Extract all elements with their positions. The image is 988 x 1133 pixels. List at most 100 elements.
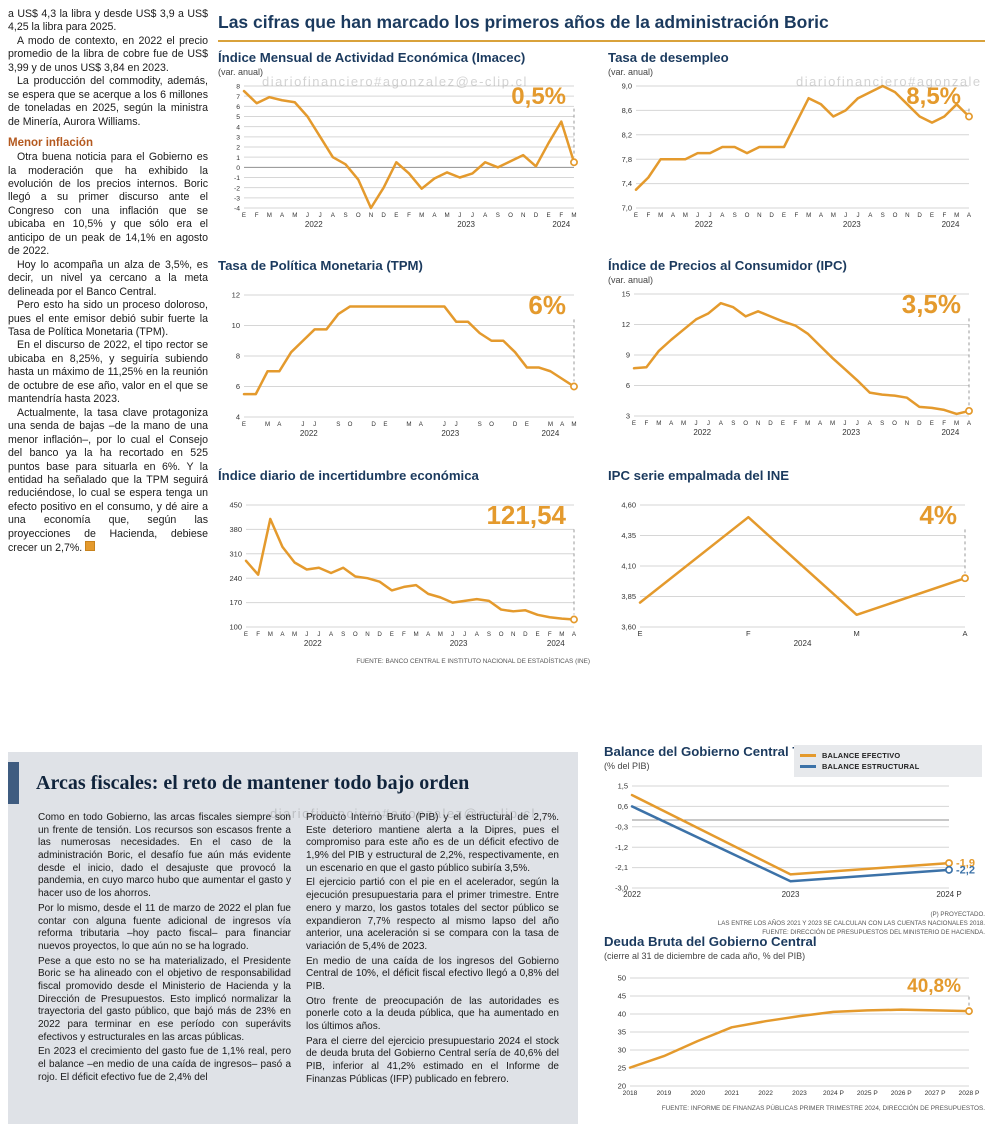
svg-text:F: F xyxy=(256,631,260,638)
svg-text:O: O xyxy=(893,212,898,219)
fiscal-paragraph: Otro frente de preocupación de las autor… xyxy=(306,995,559,1032)
chart-ipc-empalmada: IPC serie empalmada del INE 4,60 4,35 4,10… xyxy=(608,468,985,655)
fiscal-paragraph: En 2023 el crecimiento del gasto fue de … xyxy=(38,1046,291,1083)
svg-text:M: M xyxy=(571,421,576,428)
fiscal-column-1: Como en todo Gobierno, las arcas fiscale… xyxy=(38,812,291,1088)
chart-title: IPC serie empalmada del INE xyxy=(608,468,790,483)
svg-text:S: S xyxy=(733,212,737,219)
svg-text:4,60: 4,60 xyxy=(621,500,636,509)
svg-text:-4: -4 xyxy=(234,205,240,212)
svg-text:A: A xyxy=(572,631,577,638)
svg-text:A: A xyxy=(280,631,285,638)
svg-text:J: J xyxy=(301,421,304,428)
svg-text:7,0: 7,0 xyxy=(622,203,632,212)
article-paragraph: a US$ 4,3 la libra y desde US$ 3,9 a US$… xyxy=(8,8,208,34)
svg-text:E: E xyxy=(242,212,246,219)
svg-text:M: M xyxy=(681,420,686,427)
svg-text:J: J xyxy=(458,212,461,219)
svg-text:E: E xyxy=(390,631,394,638)
svg-text:O: O xyxy=(892,420,897,427)
chart-note: (P) PROYECTADO. xyxy=(930,910,985,918)
svg-text:J: J xyxy=(471,212,474,219)
svg-text:-1: -1 xyxy=(234,175,240,182)
svg-text:8,2: 8,2 xyxy=(622,130,632,139)
svg-text:F: F xyxy=(942,212,946,219)
svg-text:2027 P: 2027 P xyxy=(925,1090,947,1097)
svg-text:40,8%: 40,8% xyxy=(907,976,961,997)
fiscal-column-2: Producto Interno Bruto (PIB) y el estruc… xyxy=(306,812,559,1088)
svg-text:310: 310 xyxy=(229,549,242,558)
svg-text:A: A xyxy=(868,212,873,219)
svg-text:J: J xyxy=(696,212,699,219)
svg-text:35: 35 xyxy=(618,1027,626,1036)
svg-text:D: D xyxy=(371,421,376,428)
svg-text:9: 9 xyxy=(626,350,630,359)
svg-text:2024: 2024 xyxy=(794,639,812,648)
svg-text:O: O xyxy=(489,421,494,428)
svg-text:E: E xyxy=(244,631,248,638)
svg-text:2022: 2022 xyxy=(300,429,318,438)
svg-text:F: F xyxy=(646,212,650,219)
svg-text:0: 0 xyxy=(236,165,240,172)
svg-text:2023: 2023 xyxy=(457,220,475,229)
svg-text:A: A xyxy=(280,212,285,219)
svg-text:M: M xyxy=(419,212,424,219)
svg-text:A: A xyxy=(419,421,424,428)
legend-swatch-efectivo xyxy=(800,754,816,757)
chart-subtitle: (var. anual) xyxy=(608,66,654,77)
svg-text:F: F xyxy=(793,420,797,427)
chart-ipc: Índice de Precios al Consumidor (IPC) (v… xyxy=(608,258,985,444)
svg-text:S: S xyxy=(343,212,347,219)
svg-text:170: 170 xyxy=(229,598,242,607)
svg-text:D: D xyxy=(534,212,539,219)
chart-deuda: Deuda Bruta del Gobierno Central (cierre… xyxy=(604,934,985,1114)
svg-text:100: 100 xyxy=(229,622,242,631)
article-left-column: a US$ 4,3 la libra y desde US$ 3,9 a US$… xyxy=(8,8,208,556)
chart-title: Deuda Bruta del Gobierno Central xyxy=(604,934,817,949)
svg-text:M: M xyxy=(265,421,270,428)
svg-text:F: F xyxy=(645,420,649,427)
svg-text:D: D xyxy=(917,420,922,427)
svg-text:M: M xyxy=(559,631,564,638)
legend-label: BALANCE ESTRUCTURAL xyxy=(822,762,920,771)
svg-text:M: M xyxy=(413,631,418,638)
fiscal-columns: Como en todo Gobierno, las arcas fiscale… xyxy=(8,808,578,1088)
svg-text:M: M xyxy=(831,212,836,219)
fiscal-paragraph: Como en todo Gobierno, las arcas fiscale… xyxy=(38,812,291,900)
svg-text:12: 12 xyxy=(622,320,630,329)
svg-text:2024: 2024 xyxy=(942,220,960,229)
fiscal-accent-bar xyxy=(8,762,19,804)
svg-text:N: N xyxy=(905,420,909,427)
svg-text:-2,1: -2,1 xyxy=(615,863,628,872)
svg-text:A: A xyxy=(818,420,823,427)
svg-text:40: 40 xyxy=(618,1009,626,1018)
svg-text:E: E xyxy=(394,212,398,219)
svg-text:F: F xyxy=(794,212,798,219)
svg-text:1,5: 1,5 xyxy=(618,781,628,790)
svg-text:0,5%: 0,5% xyxy=(511,82,566,109)
chart-balance: Balance del Gobierno Central Total (% de… xyxy=(604,744,985,938)
chart-notes: (P) PROYECTADO. LAS ENTRE LOS AÑOS 2021 … xyxy=(604,910,985,938)
article-paragraph: La producción del commodity, además, se … xyxy=(8,75,208,128)
svg-text:M: M xyxy=(292,212,297,219)
svg-text:F: F xyxy=(402,631,406,638)
svg-text:0,6: 0,6 xyxy=(618,802,628,811)
svg-text:2025 P: 2025 P xyxy=(857,1090,879,1097)
svg-text:A: A xyxy=(819,212,824,219)
svg-text:15: 15 xyxy=(622,289,630,298)
svg-text:E: E xyxy=(383,421,387,428)
svg-text:E: E xyxy=(781,420,785,427)
fiscal-paragraph: Por lo mismo, desde el 11 de marzo de 20… xyxy=(38,902,291,952)
svg-text:N: N xyxy=(369,212,373,219)
fiscal-paragraph: El ejercicio partió con el pie en el ace… xyxy=(306,877,559,952)
svg-text:D: D xyxy=(917,212,922,219)
svg-text:E: E xyxy=(782,212,786,219)
svg-text:3: 3 xyxy=(626,411,630,420)
svg-text:E: E xyxy=(930,212,934,219)
svg-text:D: D xyxy=(513,421,518,428)
fiscal-paragraph: En medio de una caída de los ingresos de… xyxy=(306,955,559,992)
